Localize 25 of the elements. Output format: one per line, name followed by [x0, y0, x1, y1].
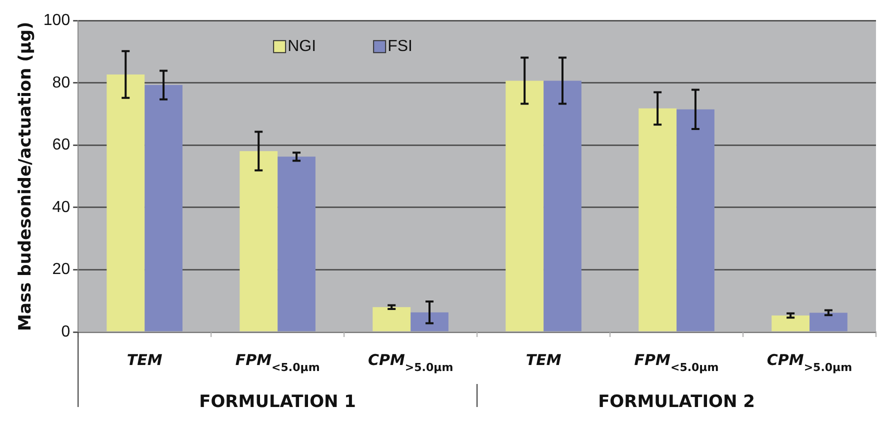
y-tick-label: 20: [52, 261, 70, 278]
bar: [240, 151, 278, 332]
bar: [506, 80, 544, 332]
y-tick-label: 40: [52, 198, 70, 216]
y-tick-label: 100: [43, 12, 70, 30]
bar: [638, 108, 677, 332]
bar: [278, 156, 316, 332]
bar: [544, 80, 582, 332]
y-tick-label: 60: [52, 136, 70, 154]
text: FORMULATION 1: [199, 392, 356, 412]
y-tick-label: 80: [52, 74, 70, 92]
y-axis-title: Mass budesonide/actuation (µg): [16, 22, 36, 331]
y-tick-label: 0: [61, 323, 70, 340]
bar: [810, 312, 848, 332]
x-tick-label: TEM: [126, 351, 162, 369]
bar: [676, 109, 714, 332]
legend-label: FSI: [388, 38, 412, 56]
bar: [372, 307, 411, 332]
bar: [772, 315, 810, 332]
bar: [410, 312, 448, 332]
text: FORMULATION 2: [598, 392, 755, 412]
x-tick-label: TEM: [526, 351, 562, 369]
legend-label: NGI: [288, 38, 316, 56]
bar: [106, 74, 145, 332]
bar: [144, 85, 182, 332]
